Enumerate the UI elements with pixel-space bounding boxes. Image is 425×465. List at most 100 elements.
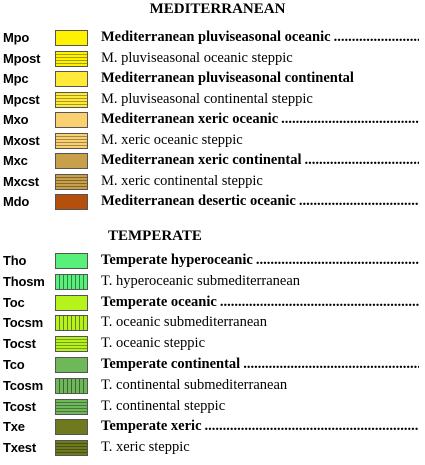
dotted-leader <box>205 418 419 435</box>
temperate-section-title: TEMPERATE <box>108 228 202 244</box>
legend-description: M. pluviseasonal oceanic steppic <box>101 50 419 67</box>
legend-row-mxo: Mxo Mediterranean xeric oceanic <box>0 110 425 131</box>
legend-code: Mxo <box>3 112 29 127</box>
legend-code: Txest <box>3 440 36 456</box>
dotted-leader <box>281 111 419 128</box>
legend-label: Mediterranean desertic oceanic <box>101 193 296 209</box>
legend-label: T. continental submediterranean <box>101 376 288 393</box>
legend-description: T. oceanic submediterranean <box>101 314 419 331</box>
legend-row-tcost: Tcost T. continental steppic <box>0 397 425 418</box>
legend-row-txe: Txe Temperate xeric <box>0 417 425 438</box>
legend-row-txest: Txest T. xeric steppic <box>0 438 425 459</box>
legend-code: Mpo <box>3 30 30 45</box>
legend-code: Tocsm <box>3 315 43 331</box>
legend-code: Mxost <box>3 132 40 148</box>
legend-code: Tcost <box>3 398 36 414</box>
legend-description: Mediterranean desertic oceanic <box>101 193 419 210</box>
legend-label: M. pluviseasonal oceanic steppic <box>101 49 293 66</box>
legend-description: Temperate xeric <box>101 418 419 435</box>
legend-description: M. xeric continental steppic <box>101 173 419 190</box>
legend-label: M. xeric continental steppic <box>101 172 263 189</box>
legend-swatch <box>55 50 88 67</box>
legend-description: T. continental steppic <box>101 398 419 415</box>
legend-description: Mediterranean xeric continental <box>101 152 419 169</box>
legend-swatch <box>55 132 88 149</box>
legend-label: T. xeric steppic <box>101 439 190 456</box>
legend-swatch <box>55 153 88 169</box>
legend-label: Temperate continental <box>101 356 241 372</box>
dotted-leader <box>256 252 419 269</box>
legend-row-tho: Tho Temperate hyperoceanic <box>0 251 425 272</box>
legend-row-mxcst: Mxcst M. xeric continental steppic <box>0 172 425 193</box>
legend-row-mpo: Mpo Mediterranean pluviseasonal oceanic <box>0 28 425 49</box>
dotted-leader <box>243 356 419 373</box>
legend-row-mpc: Mpc Mediterranean pluviseasonal continent… <box>0 69 425 90</box>
legend-code: Mxc <box>3 153 28 168</box>
legend-swatch <box>55 273 88 290</box>
dotted-leader <box>305 152 419 169</box>
legend-label: Mediterranean xeric oceanic <box>101 111 279 127</box>
legend-swatch <box>55 173 88 190</box>
legend-code: Tocst <box>3 336 36 352</box>
legend-row-mpost: Mpost M. pluviseasonal oceanic steppic <box>0 49 425 70</box>
legend-swatch <box>55 419 88 436</box>
legend-row-toc: Toc Temperate oceanic <box>0 293 425 314</box>
legend-row-mpcst: Mpcst M. pluviseasonal continental steppi… <box>0 90 425 111</box>
dotted-leader <box>299 193 419 210</box>
legend-description: Temperate oceanic <box>101 294 419 311</box>
legend-swatch <box>55 294 88 311</box>
legend-swatch <box>55 315 88 332</box>
legend-row-tcosm: Tcosm T. continental submediterranean <box>0 376 425 397</box>
legend-swatch <box>55 440 88 457</box>
legend-description: T. xeric steppic <box>101 439 419 456</box>
legend-code: Mxcst <box>3 173 39 189</box>
legend-label: Temperate oceanic <box>101 293 217 310</box>
legend-swatch <box>55 398 88 415</box>
legend-code: Tco <box>3 357 25 372</box>
legend-label: M. xeric oceanic steppic <box>101 131 243 148</box>
legend-label: M. pluviseasonal continental steppic <box>101 90 313 107</box>
legend-description: M. xeric oceanic steppic <box>101 132 419 149</box>
legend-description: Temperate hyperoceanic <box>101 252 419 269</box>
legend-code: Tho <box>3 253 27 268</box>
legend-row-mxc: Mxc Mediterranean xeric continental <box>0 151 425 172</box>
legend-row-mdo: Mdo Mediterranean desertic oceanic <box>0 192 425 213</box>
legend-swatch <box>55 357 88 373</box>
legend-row-tocsm: Tocsm T. oceanic submediterranean <box>0 313 425 334</box>
legend-label: T. hyperoceanic submediterranean <box>101 272 301 289</box>
legend-swatch <box>55 71 88 87</box>
legend-description: T. oceanic steppic <box>101 335 419 352</box>
legend-code: Thosm <box>3 273 45 289</box>
legend-description: Mediterranean pluviseasonal oceanic <box>101 29 419 46</box>
legend-swatch <box>55 336 88 353</box>
legend-description: Mediterranean xeric oceanic <box>101 111 419 128</box>
legend-description: Mediterranean pluviseasonal continental <box>101 70 419 87</box>
legend-code: Tcosm <box>3 377 43 393</box>
legend-row-mxost: Mxost M. xeric oceanic steppic <box>0 131 425 152</box>
legend-swatch <box>55 377 88 394</box>
legend-label: Mediterranean xeric continental <box>101 152 302 168</box>
legend-label: T. continental steppic <box>101 397 226 414</box>
legend-label: Temperate xeric <box>101 418 202 435</box>
legend-description: T. continental submediterranean <box>101 377 419 394</box>
legend-swatch <box>55 30 88 46</box>
legend-description: M. pluviseasonal continental steppic <box>101 91 419 108</box>
legend-code: Toc <box>3 294 25 310</box>
legend-swatch <box>55 194 88 210</box>
legend-code: Mpc <box>3 71 29 86</box>
legend-description: T. hyperoceanic submediterranean <box>101 273 419 290</box>
legend-row-tco: Tco Temperate continental <box>0 355 425 376</box>
legend-row-tocst: Tocst T. oceanic steppic <box>0 334 425 355</box>
legend-swatch <box>55 253 88 269</box>
legend-code: Mpost <box>3 50 41 66</box>
legend-label: Temperate hyperoceanic <box>101 252 253 268</box>
legend-swatch <box>55 112 88 128</box>
legend-label: Mediterranean pluviseasonal oceanic <box>101 29 331 45</box>
dotted-leader <box>220 294 419 311</box>
legend-label: T. oceanic steppic <box>101 335 205 352</box>
legend-swatch <box>55 91 88 108</box>
legend-row-thosm: Thosm T. hyperoceanic submediterranean <box>0 272 425 293</box>
legend-label: Mediterranean pluviseasonal continental <box>101 70 354 86</box>
legend-code: Txe <box>3 419 25 435</box>
mediterranean-section-title: MEDITERRANEAN <box>149 1 286 17</box>
